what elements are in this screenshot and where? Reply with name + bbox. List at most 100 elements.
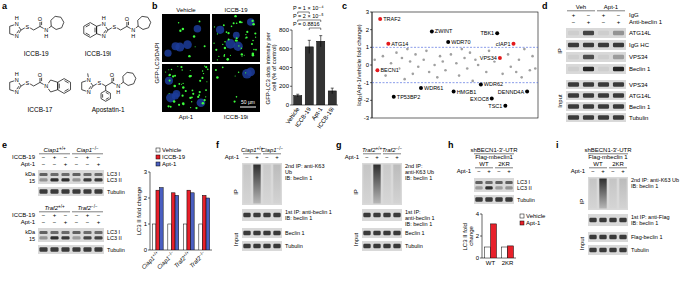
side-label: Input [557,94,563,108]
plot-area [372,17,538,108]
row-label: 2nd IP: anti-K63 Ub [405,163,434,175]
sign: − [611,168,615,174]
band [613,93,624,98]
nucleus [183,40,192,49]
reference-line [372,82,538,83]
lc3-dot [195,107,197,109]
atom: S [26,80,30,86]
text-part: IB: beclin 1 [405,175,432,181]
band [61,178,69,181]
atom: N [44,83,48,89]
lc3-dot [173,100,176,103]
sign: − [602,19,606,25]
micrograph [212,64,260,112]
band [598,104,609,109]
sign: + [255,154,259,160]
band [609,248,616,253]
group-head: Traf2+/+ [44,204,64,211]
band [253,244,260,249]
band [363,231,370,236]
atom: N [15,21,19,27]
row-label: IB: beclin 1 [285,215,312,221]
point [412,73,415,76]
y-tick-label: 3 [144,169,148,175]
lc3-dot [246,36,248,38]
lc3-dot [241,48,243,50]
error-bar [308,40,311,53]
sign: − [245,154,249,160]
error-line [297,94,298,97]
lc3-dot [199,91,201,93]
band [475,181,482,184]
sign: − [572,19,576,25]
smear [243,165,250,204]
construct: shBECN1-3′-UTR [470,147,518,153]
bond [84,23,90,27]
band [39,247,47,252]
kda-label: kDa [25,229,36,235]
y-tick-label: 2 [476,233,480,239]
bond [50,20,51,26]
band [72,189,80,194]
treatment-label: Apt-1 [21,219,36,225]
bond [95,28,96,33]
band [583,31,594,36]
band [393,213,400,218]
bar [183,224,187,250]
sign: + [621,168,625,174]
band [598,55,609,60]
text-part: 1st IP: anti-beclin 1 [285,209,332,215]
blot [242,163,282,205]
band [383,213,390,218]
band [39,189,47,194]
blot [362,228,402,238]
point [485,71,488,74]
sign: − [42,154,46,160]
text-part: Ciap1 [241,147,257,153]
y-tick-label: 800 [279,27,290,33]
membrane [362,209,402,221]
row-label: ATG14L [629,30,652,36]
nucleus [226,39,236,49]
blot [242,209,282,221]
bar [168,224,172,250]
row-label: Flag-beclin 1 [631,234,663,240]
lc3-dot [226,31,228,33]
band [505,186,512,189]
band [599,218,606,223]
point [395,51,398,54]
bond [123,82,128,85]
sign: − [42,212,46,218]
row-label: ATG14L [629,93,652,99]
y-axis-title: GFP-LC3 dots intensity per cell (% of co… [265,30,278,104]
band [83,236,91,239]
text-part: Traf2 [44,205,58,211]
bond [64,79,70,83]
row-label: IgG HC [629,42,650,48]
lc3-dot [241,53,243,55]
band [619,218,626,223]
band [39,173,47,176]
y-tick-label: 0 [476,255,480,261]
bond [51,16,55,20]
point [430,29,434,33]
point [471,80,474,83]
sign: − [591,168,595,174]
band [273,213,280,218]
row-label: IB: beclin 1 [631,183,658,189]
panel-letter: i [556,140,559,150]
point [534,67,537,70]
band [50,231,58,234]
panel-letter: f [216,140,220,150]
lc3-dot [215,49,217,51]
blot [566,80,626,89]
bond [138,16,142,20]
error-line [332,88,333,94]
y-tick [480,214,482,215]
band [583,82,594,87]
blot [38,245,104,254]
text-part: 2nd IP: anti-K63 Ub [631,177,679,183]
lc3-dot [197,96,199,98]
text-part: 2nd IP: [405,163,424,169]
bond [84,34,90,38]
